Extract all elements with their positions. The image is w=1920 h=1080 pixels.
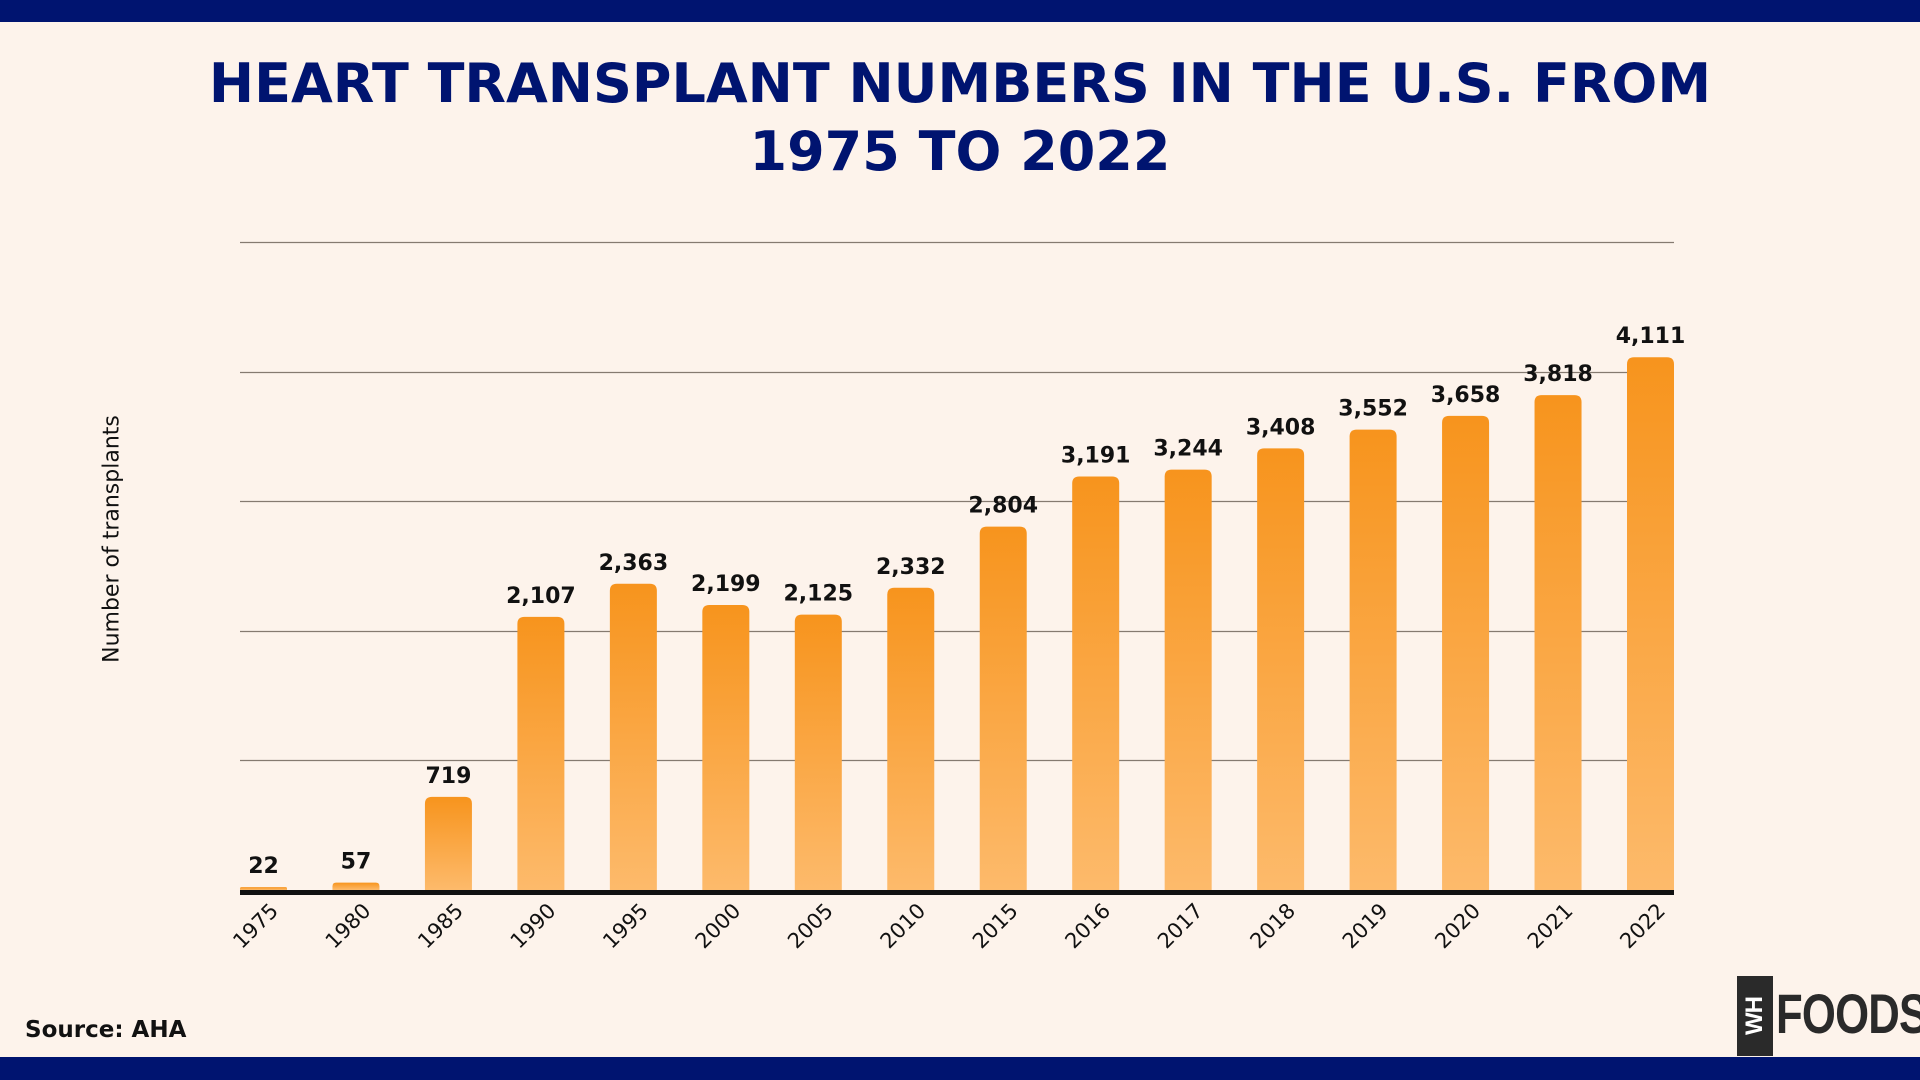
chart-title: HEART TRANSPLANT NUMBERS IN THE U.S. FRO… — [0, 50, 1920, 186]
bar-1980 — [332, 882, 380, 890]
value-label-1990: 2,107 — [506, 584, 576, 609]
bar-2019 — [1349, 429, 1397, 890]
value-label-2010: 2,332 — [876, 555, 946, 580]
value-label-1985: 719 — [425, 764, 471, 789]
bar-1990 — [517, 616, 565, 890]
gridlines — [240, 241, 1674, 762]
x-axis-line — [240, 890, 1674, 895]
x-tick-2019: 2019 — [1338, 899, 1393, 954]
x-tick-1975: 1975 — [228, 899, 283, 954]
bars — [240, 357, 1674, 891]
bar-2022 — [1627, 357, 1674, 891]
chart-title-line-2: 1975 TO 2022 — [749, 120, 1171, 183]
x-tick-2015: 2015 — [968, 899, 1023, 954]
x-tick-2017: 2017 — [1153, 899, 1208, 954]
bar-2000 — [702, 605, 750, 890]
logo-word: FOODS — [1776, 982, 1920, 1045]
value-label-2000: 2,199 — [691, 572, 761, 597]
x-tick-1980: 1980 — [321, 899, 376, 954]
logo-box: WH — [1737, 976, 1773, 1056]
x-tick-2020: 2020 — [1430, 899, 1485, 954]
bottom-band — [0, 1057, 1920, 1080]
chart-title-line-1: HEART TRANSPLANT NUMBERS IN THE U.S. FRO… — [208, 52, 1712, 115]
bar-1975 — [240, 887, 287, 890]
x-tick-2005: 2005 — [783, 899, 838, 954]
source-note: Source: AHA — [25, 1017, 187, 1043]
x-tick-1985: 1985 — [413, 899, 468, 954]
value-label-2016: 3,191 — [1061, 443, 1131, 468]
bar-2017 — [1164, 469, 1212, 890]
value-label-2020: 3,658 — [1431, 383, 1501, 408]
value-label-1975: 22 — [248, 854, 279, 879]
x-tick-2018: 2018 — [1245, 899, 1300, 954]
x-tick-2021: 2021 — [1523, 899, 1578, 954]
logo-box-text: WH — [1741, 997, 1768, 1035]
x-tick-2010: 2010 — [876, 899, 931, 954]
value-label-2019: 3,552 — [1338, 397, 1408, 422]
x-tick-2000: 2000 — [691, 899, 746, 954]
x-tick-1990: 1990 — [506, 899, 561, 954]
x-axis — [240, 890, 1674, 895]
value-label-2017: 3,244 — [1153, 437, 1223, 462]
value-label-2022: 4,111 — [1616, 324, 1686, 349]
value-label-2018: 3,408 — [1246, 415, 1316, 440]
bar-2016 — [1072, 476, 1120, 890]
value-label-1980: 57 — [341, 850, 372, 875]
x-tick-1995: 1995 — [598, 899, 653, 954]
value-label-1995: 2,363 — [599, 551, 669, 576]
whfoods-logo: WH FOODS — [1737, 976, 1920, 1056]
value-labels: 22 57 719 2,107 2,363 2,199 2,125 2,332 2,804 3,1… — [248, 324, 1685, 879]
bar-2018 — [1257, 448, 1305, 890]
bar-2005 — [794, 614, 842, 890]
bar-2015 — [979, 526, 1027, 890]
bar-2010 — [887, 587, 935, 890]
x-tick-2016: 2016 — [1060, 899, 1115, 954]
value-label-2015: 2,804 — [968, 494, 1038, 519]
x-tick-2022: 2022 — [1615, 899, 1670, 954]
bar-2020 — [1442, 415, 1490, 890]
bar-2021 — [1534, 395, 1582, 890]
bar-1995 — [609, 583, 657, 890]
x-tick-labels: 1975 1980 1985 1990 1995 2000 2005 2010 2015 2016… — [228, 899, 1670, 954]
value-label-2021: 3,818 — [1523, 362, 1593, 387]
top-band — [0, 0, 1920, 22]
bar-1985 — [424, 796, 472, 890]
value-label-2005: 2,125 — [784, 582, 854, 607]
